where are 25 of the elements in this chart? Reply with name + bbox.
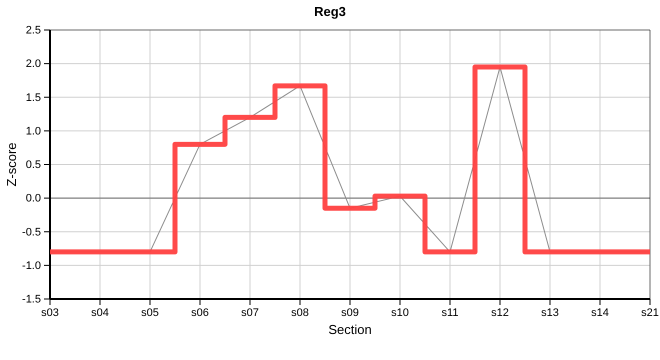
y-tick-label: 0.5 — [26, 159, 41, 172]
y-tick-label: 1.5 — [26, 92, 41, 104]
x-tick-label: s07 — [241, 306, 259, 319]
y-tick-label: -1.0 — [22, 260, 41, 272]
y-tick-label: -0.5 — [22, 226, 41, 238]
y-tick-label: 2.0 — [26, 58, 41, 70]
y-axis-title: Z-score — [4, 142, 19, 187]
x-tick-label: s10 — [391, 306, 409, 319]
x-axis-title: Section — [328, 322, 372, 337]
y-tick-label: 0.0 — [26, 192, 41, 205]
x-tick-label: s05 — [141, 306, 159, 319]
x-tick-label: s09 — [341, 306, 359, 319]
x-tick-label: s03 — [41, 306, 59, 319]
x-tick-label: s04 — [91, 306, 109, 319]
y-tick-label: 2.5 — [26, 24, 41, 37]
x-tick-label: s11 — [442, 306, 458, 319]
x-tick-label: s08 — [291, 306, 309, 319]
x-tick-label: s06 — [191, 306, 209, 319]
x-tick-label: s14 — [591, 306, 609, 319]
x-tick-label: s21 — [641, 306, 659, 319]
y-tick-label: -1.5 — [22, 294, 41, 306]
x-tick-label: s12 — [491, 306, 509, 319]
x-tick-label: s13 — [541, 306, 559, 319]
y-tick-label: 1.0 — [26, 125, 41, 138]
chart-title: Reg3 — [314, 4, 346, 19]
